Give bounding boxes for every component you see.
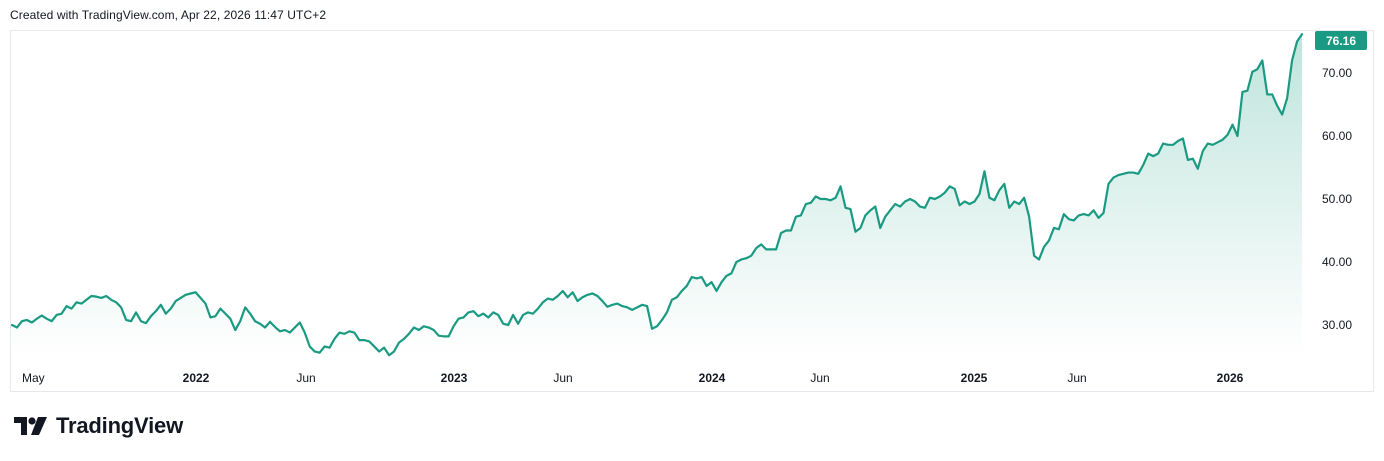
last-price-value: 76.16 (1326, 34, 1356, 48)
time-axis-tick-label: Jun (810, 371, 829, 385)
time-axis-tick-label: 2022 (183, 371, 210, 385)
time-axis-tick-label: 2025 (961, 371, 988, 385)
time-axis-tick-label: Jun (296, 371, 315, 385)
price-axis-tick-label: 60.00 (1322, 129, 1352, 143)
price-axis-tick-label: 50.00 (1322, 192, 1352, 206)
time-axis-tick-label: Jun (553, 371, 572, 385)
created-with-note: Created with TradingView.com, Apr 22, 20… (10, 8, 327, 22)
brand-name: TradingView (56, 413, 183, 438)
time-axis-tick-label: 2023 (441, 371, 468, 385)
price-axis-tick-label: 70.00 (1322, 66, 1352, 80)
time-axis-tick-label: 2024 (699, 371, 726, 385)
price-axis-tick-label: 30.00 (1322, 318, 1352, 332)
time-axis-tick-label: 2026 (1217, 371, 1244, 385)
price-series-line[interactable] (10, 33, 1304, 357)
tradingview-brand[interactable]: TradingView (14, 414, 183, 438)
time-axis-tick-label: May (22, 371, 45, 385)
time-axis-tick-label: Jun (1067, 371, 1086, 385)
chart-frame (10, 30, 1374, 392)
price-area-fill (12, 34, 1302, 356)
last-price-badge (1315, 31, 1367, 50)
price-axis-tick-label: 40.00 (1322, 255, 1352, 269)
tradingview-logo-icon (14, 417, 47, 435)
